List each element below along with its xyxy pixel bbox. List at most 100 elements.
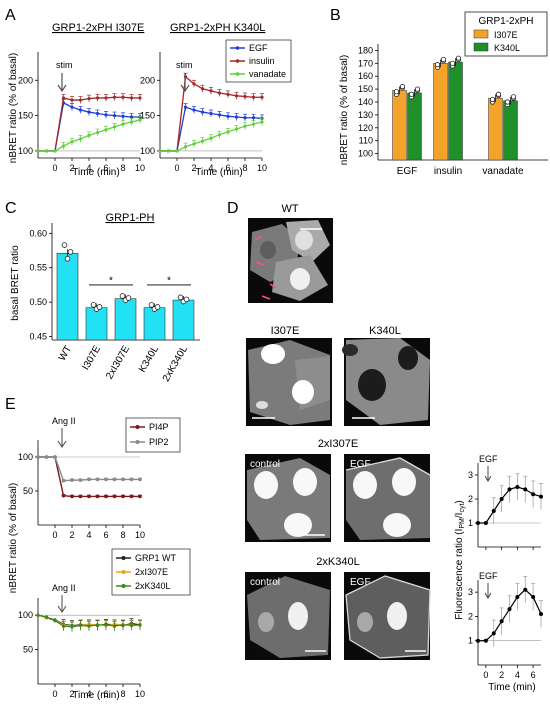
replicate-point: [183, 296, 190, 303]
y-tick-label: 200: [18, 75, 33, 85]
panel-letter-b: B: [330, 7, 341, 24]
panel-e-bottom-chart: 50 100 0 2 4 6 8 10: [18, 598, 145, 699]
bar: [448, 61, 463, 161]
panel-b-ylabel: nBRET ratio (% of basal): [339, 55, 350, 165]
data-point: [95, 130, 100, 135]
data-point: [112, 477, 117, 482]
panel-d-2xi307e-egf-label: EGF: [350, 459, 371, 470]
bar: [114, 298, 137, 341]
panel-a-left-stim-label: stim: [56, 60, 73, 70]
data-point: [78, 623, 83, 628]
replicate-point: [154, 304, 161, 310]
panel-a-legend-egf: EGF: [249, 43, 268, 53]
panel-c-chart: 0.45 0.50 0.55 0.60 WT I307E 2xI307E K340L 2xK34…: [29, 223, 200, 384]
data-point: [121, 122, 125, 126]
y-tick-label: 1: [468, 636, 473, 646]
data-point: [70, 140, 74, 144]
data-point: [260, 95, 264, 99]
replicate-point: [434, 62, 441, 68]
x-tick-label: 10: [257, 163, 267, 173]
category-label: WT: [57, 344, 74, 363]
data-point: [234, 94, 239, 98]
data-point: [499, 497, 504, 501]
panel-e-bottom-legend: GRP1 WT 2xI307E 2xK340L: [111, 548, 191, 596]
panel-e-bottom-ang-arrow: [57, 595, 67, 613]
panel-d-ylabel-post: ): [454, 500, 465, 503]
data-point: [129, 120, 134, 124]
data-point: [104, 494, 108, 499]
x-tick-label: 4: [86, 530, 91, 540]
data-point: [251, 95, 256, 99]
y-tick-label: 200: [140, 75, 155, 85]
data-point: [95, 477, 100, 482]
panel-e-top-chart: 50 100 0 2 4 6 8 10: [18, 440, 145, 540]
panel-d-k340l-label: K340L: [369, 325, 401, 337]
x-tick-label: 4: [86, 163, 91, 173]
data-point: [138, 96, 142, 100]
data-point: [104, 623, 108, 627]
x-tick-label: 4: [208, 163, 213, 173]
micrograph-2xk340l-egf: [344, 572, 431, 660]
panel-a-right-title: GRP1-2xPH K340L: [170, 22, 265, 34]
significance-star: *: [167, 276, 171, 287]
data-point: [183, 145, 188, 149]
panel-a-right-stim-arrow: [180, 73, 190, 93]
panel-c-ylabel: basal BRET ratio: [10, 245, 21, 321]
data-point: [209, 111, 213, 116]
data-point: [483, 638, 488, 643]
data-point: [234, 127, 239, 131]
x-tick-label: 6: [103, 163, 108, 173]
y-tick-label: 180: [358, 45, 373, 55]
replicate-point: [125, 295, 132, 301]
data-point: [243, 124, 247, 128]
data-point: [78, 108, 83, 112]
series-line: [38, 456, 140, 482]
data-point: [121, 623, 125, 627]
replicate-point: [399, 83, 406, 90]
panel-d-ylabel-cyt: cyt: [459, 504, 466, 513]
y-tick-label: 3: [468, 470, 473, 480]
data-point: [87, 110, 91, 114]
panel-e-legend-pip2: PIP2: [149, 437, 169, 447]
panel-d-top-arrow-label: EGF: [479, 454, 498, 464]
data-point: [78, 98, 83, 102]
data-point: [515, 485, 520, 489]
significance-star: *: [109, 276, 113, 287]
replicate-point: [408, 91, 415, 97]
panel-a-left-title: GRP1-2xPH I307E: [52, 22, 144, 34]
data-point: [166, 149, 171, 153]
y-tick-label: 100: [18, 610, 33, 620]
data-point: [138, 477, 142, 482]
category-label: 2xI307E: [104, 344, 132, 382]
panel-d-ylabel: Fluorescence ratio (IPM/Icyt): [454, 500, 466, 620]
panel-e-xlabel: Time (min): [72, 690, 119, 701]
y-tick-label: 130: [358, 110, 373, 120]
data-point: [87, 97, 91, 101]
data-point: [200, 110, 205, 114]
data-point: [192, 82, 196, 86]
micrograph-2xk340l-control: [245, 572, 331, 660]
panel-b-legend-k340l: K340L: [494, 43, 520, 53]
y-tick-label: 2: [468, 494, 473, 504]
data-point: [61, 624, 66, 628]
panel-d-wt-label: WT: [281, 203, 298, 215]
y-tick-label: 1: [468, 518, 473, 528]
data-point: [476, 521, 480, 525]
panel-b-legend: GRP1-2xPH I307E K340L: [464, 11, 548, 57]
replicate-point: [177, 294, 184, 301]
data-point: [112, 494, 117, 499]
panel-d: D WT I307E K340L: [227, 200, 543, 693]
data-point: [121, 494, 125, 499]
y-tick-label: 100: [358, 149, 373, 159]
series-line: [38, 456, 140, 498]
bar: [392, 90, 407, 161]
panel-e-top-ang-label: Ang II: [52, 416, 76, 426]
x-tick-label: 8: [120, 689, 125, 699]
micrograph-2xi307e-control: [245, 454, 331, 542]
replicate-point: [148, 302, 155, 308]
category-label: vanadate: [482, 166, 524, 177]
data-point: [78, 137, 83, 141]
panel-e-top-legend: PI4P PIP2: [125, 417, 181, 453]
bar: [85, 307, 108, 341]
data-point: [44, 455, 49, 459]
